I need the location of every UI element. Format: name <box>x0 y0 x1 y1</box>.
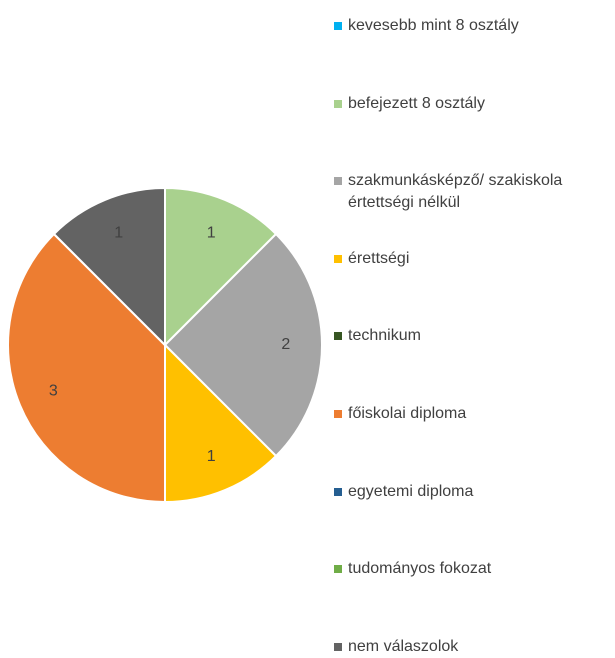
legend-label: technikum <box>348 327 421 345</box>
data-label: 1 <box>114 225 123 242</box>
legend-label: tudományos fokozat <box>348 560 492 578</box>
legend-swatch <box>334 487 342 496</box>
legend-label: nem válaszolok <box>348 637 459 655</box>
pie-slice <box>52 186 166 348</box>
legend-label: szakmunkásképző/ szakiskola értettségi n… <box>348 172 563 212</box>
legend-item: nem válaszolok <box>334 636 615 658</box>
data-label: 1 <box>207 448 216 465</box>
legend-item: szakmunkásképző/ szakiskola értettségi n… <box>334 170 615 214</box>
legend-label: főiskolai diploma <box>348 405 467 422</box>
legend-label: egyetemi diploma <box>348 482 474 500</box>
legend-label: kevesebb mint 8 osztály <box>348 17 519 34</box>
legend-item: befejezett 8 osztály <box>334 93 615 115</box>
pie-slice <box>164 186 278 348</box>
legend-swatch <box>334 254 342 263</box>
legend-swatch <box>334 177 342 186</box>
legend-item: tudományos fokozat <box>334 558 615 580</box>
data-label: 3 <box>49 382 58 399</box>
legend-swatch <box>334 565 342 574</box>
legend-label: befejezett 8 osztály <box>348 94 485 112</box>
legend-swatch <box>334 22 342 30</box>
data-label: 1 <box>207 225 216 242</box>
legend-item: főiskolai diploma <box>334 403 615 425</box>
legend-swatch <box>334 332 342 341</box>
legend-swatch <box>334 642 342 651</box>
chart: 1 2 1 3 1 <box>7 186 323 504</box>
legend-swatch <box>334 99 342 108</box>
pie-slice <box>7 232 166 504</box>
legend-item: érettségi <box>334 248 615 270</box>
legend-item: technikum <box>334 325 615 347</box>
legend-swatch <box>334 410 342 418</box>
legend-label: érettségi <box>348 249 410 267</box>
data-label: 2 <box>281 336 290 353</box>
legend-item: kevesebb mint 8 osztály <box>334 15 615 37</box>
pie-slice <box>163 232 323 458</box>
pie-slice <box>164 342 278 504</box>
legend-item: egyetemi diploma <box>334 481 615 503</box>
